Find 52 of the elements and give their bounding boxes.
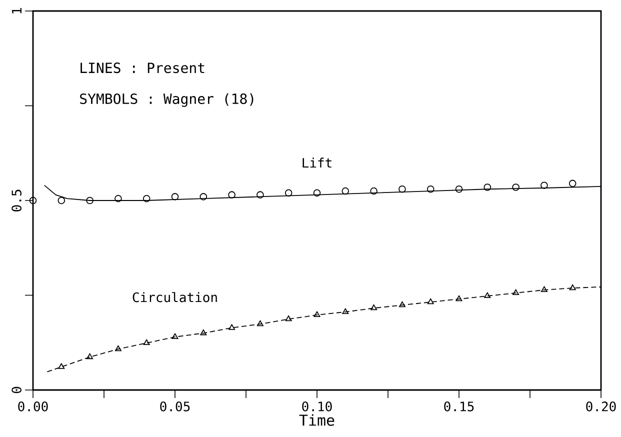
point — [285, 315, 292, 322]
point — [426, 185, 434, 193]
point — [398, 185, 406, 193]
point — [512, 184, 520, 191]
x-tick-label: 0.05 — [160, 402, 190, 412]
point — [86, 353, 94, 360]
x-tick-label: 0.20 — [586, 402, 616, 412]
point — [540, 286, 548, 292]
point — [427, 298, 434, 304]
point — [172, 333, 178, 339]
annotation: SYMBOLS : Wagner (18) — [80, 93, 254, 107]
point — [284, 189, 292, 197]
point — [313, 189, 321, 197]
point — [370, 187, 378, 195]
point — [569, 284, 576, 290]
point — [398, 301, 406, 308]
point — [228, 324, 236, 330]
annotation: LINES : Present — [80, 62, 204, 74]
x-axis-title: Time — [299, 414, 334, 426]
point — [540, 182, 548, 189]
y-tick-label: 1 — [12, 8, 22, 14]
point — [342, 187, 350, 195]
point — [568, 180, 576, 188]
point — [143, 339, 150, 346]
x-tick-label: 0.15 — [444, 402, 474, 412]
annotation: Lift — [302, 158, 332, 168]
point — [114, 194, 122, 202]
point — [114, 345, 122, 352]
point — [171, 193, 179, 200]
point — [86, 196, 94, 204]
point — [142, 194, 150, 202]
point — [512, 289, 520, 296]
x-tick-label: 0.00 — [18, 402, 48, 412]
x-tick-label: 0.10 — [302, 402, 332, 412]
point — [200, 330, 207, 336]
point — [342, 308, 349, 314]
point — [256, 320, 264, 326]
point — [29, 196, 37, 204]
point — [370, 304, 378, 310]
y-tick-label: 0 — [12, 386, 22, 394]
point — [484, 292, 491, 298]
point — [228, 191, 236, 198]
point — [58, 363, 65, 369]
point — [456, 295, 462, 302]
point — [314, 311, 320, 318]
point — [200, 193, 208, 200]
point — [58, 196, 66, 204]
y-tick-label: 0.5 — [12, 190, 22, 212]
point — [455, 185, 463, 193]
annotation: Circulation — [132, 292, 217, 302]
point — [256, 191, 264, 198]
point — [484, 184, 492, 191]
